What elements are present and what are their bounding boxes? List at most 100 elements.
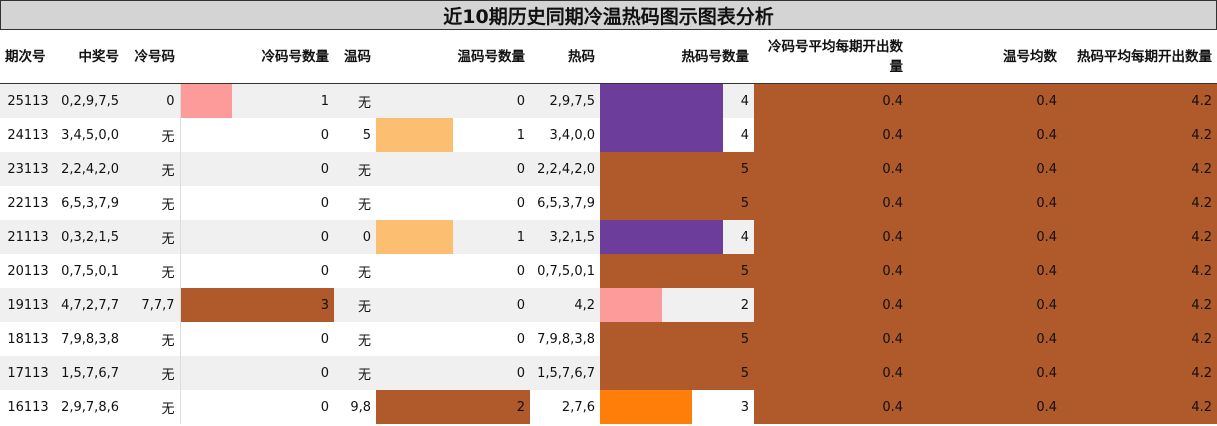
- winning-number-cell: 7,9,8,3,8: [61, 331, 119, 347]
- warm-avg-cell: 0.4: [908, 220, 1062, 254]
- cold-number-cell: 无: [161, 197, 175, 213]
- hot-avg-cell: 4.2: [1062, 322, 1217, 356]
- table-row: 25113 0,2,9,7,5 0 1 无 0 2,9,7,5 4 0.4 0.4 4.2: [0, 83, 1217, 118]
- cold-count-bar: [180, 84, 232, 118]
- winning-number-cell: 3,4,5,0,0: [61, 127, 119, 143]
- warm-count-cell: 0: [376, 254, 530, 288]
- cold-count-cell: 0: [179, 186, 334, 220]
- hot-count-value: 5: [740, 365, 749, 381]
- hot-number-cell: 6,5,3,7,9: [537, 195, 595, 211]
- hot-avg-cell: 4.2: [1062, 220, 1217, 254]
- col-header-cold[interactable]: 冷号码: [124, 30, 180, 84]
- table-row: 22113 6,5,3,7,9 无 0 无 0 6,5,3,7,9 5 0.4 0.4 4.2: [0, 186, 1217, 220]
- cold-count-cell: 0: [179, 254, 334, 288]
- hot-number-cell: 3,2,1,5: [530, 220, 600, 254]
- warm-count-cell: 0: [376, 186, 530, 220]
- warm-count-value: 0: [516, 161, 525, 177]
- issue-cell: 25113: [0, 83, 56, 118]
- cold-avg-cell: 0.4: [754, 390, 908, 424]
- col-header-hot-count[interactable]: 热码号数量: [600, 30, 754, 84]
- warm-number-cell: 5: [362, 127, 371, 143]
- warm-count-bar: [376, 220, 453, 254]
- hot-count-value: 5: [740, 195, 749, 211]
- table-row: 19113 4,7,2,7,7 7,7,7 3 无 0 4,2 2 0.4 0.4 4.2: [0, 288, 1217, 322]
- hot-count-cell: 4: [600, 220, 754, 254]
- winning-number-cell: 0,2,9,7,5: [56, 83, 124, 118]
- cold-number-cell: 0: [124, 83, 180, 118]
- col-header-cold-avg[interactable]: 冷码号平均每期开出数量: [754, 30, 908, 84]
- hot-avg-cell: 4.2: [1062, 118, 1217, 152]
- warm-number-cell: 无: [357, 197, 371, 213]
- col-header-hot-avg[interactable]: 热码平均每期开出数量: [1062, 30, 1217, 84]
- hot-count-bar: [600, 84, 724, 118]
- hot-count-value: 3: [740, 399, 749, 415]
- cold-number-cell: 无: [161, 333, 175, 349]
- cold-count-value: 0: [320, 229, 329, 245]
- col-header-warm-count[interactable]: 温码号数量: [376, 30, 530, 84]
- warm-count-value: 0: [516, 93, 525, 109]
- table-row: 17113 1,5,7,6,7 无 0 无 0 1,5,7,6,7 5 0.4 0.4 4.2: [0, 356, 1217, 390]
- cold-count-cell: 3: [179, 288, 334, 322]
- cold-count-cell: 0: [179, 152, 334, 186]
- hot-count-bar: [600, 390, 693, 424]
- hot-count-cell: 2: [600, 288, 754, 322]
- hot-number-cell: 7,9,8,3,8: [537, 331, 595, 347]
- warm-count-value: 0: [516, 331, 525, 347]
- warm-number-cell: 无: [357, 333, 371, 349]
- cold-avg-cell: 0.4: [754, 288, 908, 322]
- issue-cell: 19113: [0, 288, 56, 322]
- cold-number-cell: 无: [161, 401, 175, 417]
- issue-cell: 24113: [7, 127, 49, 143]
- warm-number-cell: 0: [334, 220, 376, 254]
- col-header-issue[interactable]: 期次号: [0, 30, 56, 84]
- hot-count-bar: [600, 118, 724, 152]
- col-header-winning[interactable]: 中奖号: [56, 30, 124, 84]
- hot-count-bar: [600, 220, 724, 254]
- cold-count-value: 0: [320, 161, 329, 177]
- hot-number-cell: 2,7,6: [561, 399, 595, 415]
- table-body: 25113 0,2,9,7,5 0 1 无 0 2,9,7,5 4 0.4 0.4 4.2 24113…: [0, 83, 1217, 424]
- cold-avg-cell: 0.4: [754, 254, 908, 288]
- warm-avg-cell: 0.4: [908, 254, 1062, 288]
- hot-count-cell: 4: [600, 83, 754, 118]
- table-row: 16113 2,9,7,8,6 无 0 9,8 2 2,7,6 3 0.4 0.4 4.2: [0, 390, 1217, 424]
- warm-number-cell: 无: [334, 83, 376, 118]
- col-header-cold-count[interactable]: 冷码号数量: [180, 30, 334, 84]
- cold-avg-cell: 0.4: [754, 118, 908, 152]
- page-title: 近10期历史同期冷温热码图示图表分析: [0, 0, 1217, 30]
- cold-count-value: 1: [320, 93, 329, 109]
- cold-number-cell: 无: [124, 220, 180, 254]
- cold-avg-cell: 0.4: [754, 322, 908, 356]
- issue-cell: 20113: [7, 263, 49, 279]
- cold-number-cell: 无: [161, 265, 175, 281]
- hot-number-cell: 2,9,7,5: [530, 83, 600, 118]
- winning-number-cell: 2,9,7,8,6: [61, 399, 119, 415]
- table-row: 20113 0,7,5,0,1 无 0 无 0 0,7,5,0,1 5 0.4 0.4 4.2: [0, 254, 1217, 288]
- warm-avg-cell: 0.4: [908, 322, 1062, 356]
- header-row: 期次号 中奖号 冷号码 冷码号数量 温码 温码号数量 热码 热码号数量 冷码号平…: [0, 30, 1217, 84]
- warm-count-value: 0: [516, 263, 525, 279]
- hot-count-cell: 5: [600, 152, 754, 186]
- col-header-warm-avg[interactable]: 温号均数: [908, 30, 1062, 84]
- issue-cell: 17113: [0, 356, 56, 390]
- col-header-hot[interactable]: 热码: [530, 30, 600, 84]
- warm-count-cell: 0: [376, 83, 530, 118]
- issue-cell: 18113: [7, 331, 49, 347]
- hot-number-cell: 3,4,0,0: [549, 127, 595, 143]
- col-header-warm[interactable]: 温码: [334, 30, 376, 84]
- hot-count-cell: 5: [600, 254, 754, 288]
- cold-avg-cell: 0.4: [754, 220, 908, 254]
- hot-count-cell: 3: [600, 390, 754, 424]
- warm-count-cell: 2: [376, 390, 530, 424]
- winning-number-cell: 0,3,2,1,5: [56, 220, 124, 254]
- warm-count-cell: 0: [376, 322, 530, 356]
- warm-avg-cell: 0.4: [908, 356, 1062, 390]
- hot-count-value: 4: [740, 93, 749, 109]
- hot-count-value: 5: [740, 263, 749, 279]
- warm-count-value: 0: [516, 365, 525, 381]
- issue-cell: 21113: [0, 220, 56, 254]
- warm-number-cell: 无: [334, 152, 376, 186]
- hot-count-cell: 4: [600, 118, 754, 152]
- winning-number-cell: 2,2,4,2,0: [56, 152, 124, 186]
- warm-count-bar: [376, 118, 453, 152]
